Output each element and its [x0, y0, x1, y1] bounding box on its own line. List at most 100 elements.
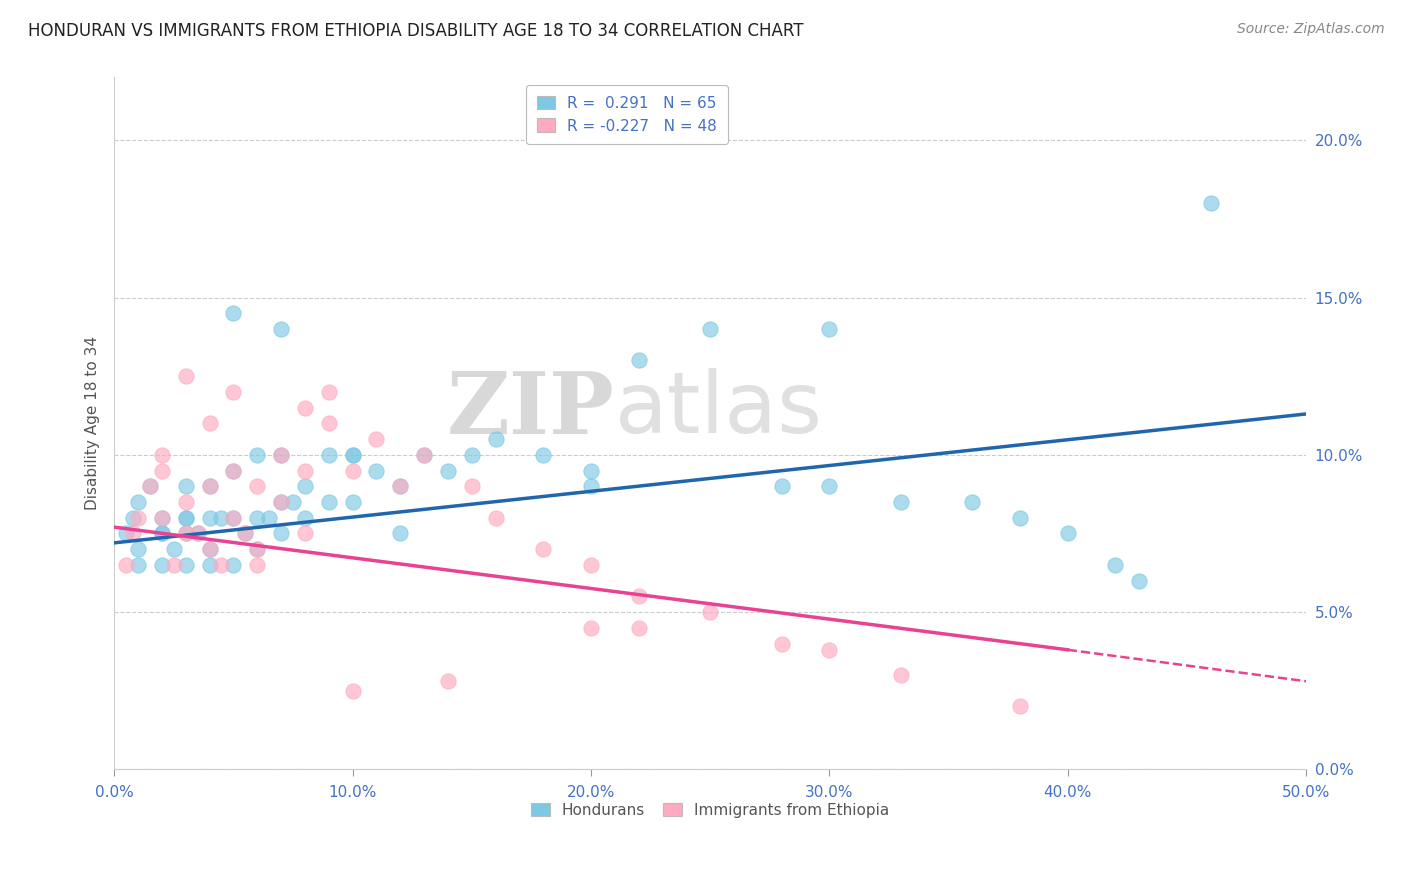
- Point: [115, 526, 138, 541]
- Point: [818, 642, 841, 657]
- Point: [318, 448, 340, 462]
- Point: [150, 510, 173, 524]
- Point: [579, 621, 602, 635]
- Point: [389, 526, 412, 541]
- Y-axis label: Disability Age 18 to 34: Disability Age 18 to 34: [86, 336, 100, 510]
- Legend: Hondurans, Immigrants from Ethiopia: Hondurans, Immigrants from Ethiopia: [524, 797, 896, 824]
- Point: [198, 479, 221, 493]
- Point: [115, 558, 138, 572]
- Point: [294, 526, 316, 541]
- Text: ZIP: ZIP: [447, 368, 614, 451]
- Text: atlas: atlas: [614, 368, 823, 451]
- Text: HONDURAN VS IMMIGRANTS FROM ETHIOPIA DISABILITY AGE 18 TO 34 CORRELATION CHART: HONDURAN VS IMMIGRANTS FROM ETHIOPIA DIS…: [28, 22, 804, 40]
- Point: [318, 495, 340, 509]
- Point: [366, 464, 388, 478]
- Point: [366, 432, 388, 446]
- Point: [318, 384, 340, 399]
- Point: [531, 542, 554, 557]
- Point: [818, 322, 841, 336]
- Point: [174, 495, 197, 509]
- Point: [270, 495, 292, 509]
- Text: Source: ZipAtlas.com: Source: ZipAtlas.com: [1237, 22, 1385, 37]
- Point: [413, 448, 436, 462]
- Point: [150, 526, 173, 541]
- Point: [246, 542, 269, 557]
- Point: [389, 479, 412, 493]
- Point: [1199, 196, 1222, 211]
- Point: [174, 510, 197, 524]
- Point: [437, 464, 460, 478]
- Point: [627, 353, 650, 368]
- Point: [174, 510, 197, 524]
- Point: [818, 479, 841, 493]
- Point: [485, 432, 508, 446]
- Point: [890, 495, 912, 509]
- Point: [294, 510, 316, 524]
- Point: [222, 464, 245, 478]
- Point: [198, 417, 221, 431]
- Point: [150, 558, 173, 572]
- Point: [222, 558, 245, 572]
- Point: [270, 448, 292, 462]
- Point: [294, 401, 316, 415]
- Point: [246, 542, 269, 557]
- Point: [342, 683, 364, 698]
- Point: [198, 542, 221, 557]
- Point: [294, 464, 316, 478]
- Point: [257, 510, 280, 524]
- Point: [342, 448, 364, 462]
- Point: [139, 479, 162, 493]
- Point: [233, 526, 256, 541]
- Point: [187, 526, 209, 541]
- Point: [174, 369, 197, 384]
- Point: [222, 384, 245, 399]
- Point: [461, 479, 484, 493]
- Point: [198, 542, 221, 557]
- Point: [437, 674, 460, 689]
- Point: [579, 464, 602, 478]
- Point: [150, 510, 173, 524]
- Point: [163, 558, 186, 572]
- Point: [222, 464, 245, 478]
- Point: [579, 558, 602, 572]
- Point: [222, 510, 245, 524]
- Point: [1010, 699, 1032, 714]
- Point: [163, 542, 186, 557]
- Point: [342, 495, 364, 509]
- Point: [174, 558, 197, 572]
- Point: [233, 526, 256, 541]
- Point: [211, 558, 233, 572]
- Point: [150, 464, 173, 478]
- Point: [127, 542, 149, 557]
- Point: [1104, 558, 1126, 572]
- Point: [198, 558, 221, 572]
- Point: [1128, 574, 1150, 588]
- Point: [270, 526, 292, 541]
- Point: [531, 448, 554, 462]
- Point: [150, 448, 173, 462]
- Point: [246, 558, 269, 572]
- Point: [962, 495, 984, 509]
- Point: [281, 495, 304, 509]
- Point: [342, 464, 364, 478]
- Point: [127, 558, 149, 572]
- Point: [139, 479, 162, 493]
- Point: [770, 479, 793, 493]
- Point: [122, 510, 145, 524]
- Point: [461, 448, 484, 462]
- Point: [187, 526, 209, 541]
- Point: [389, 479, 412, 493]
- Point: [198, 510, 221, 524]
- Point: [174, 526, 197, 541]
- Point: [579, 479, 602, 493]
- Point: [627, 590, 650, 604]
- Point: [222, 306, 245, 320]
- Point: [1056, 526, 1078, 541]
- Point: [222, 510, 245, 524]
- Point: [198, 479, 221, 493]
- Point: [270, 495, 292, 509]
- Point: [699, 605, 721, 619]
- Point: [246, 479, 269, 493]
- Point: [246, 510, 269, 524]
- Point: [413, 448, 436, 462]
